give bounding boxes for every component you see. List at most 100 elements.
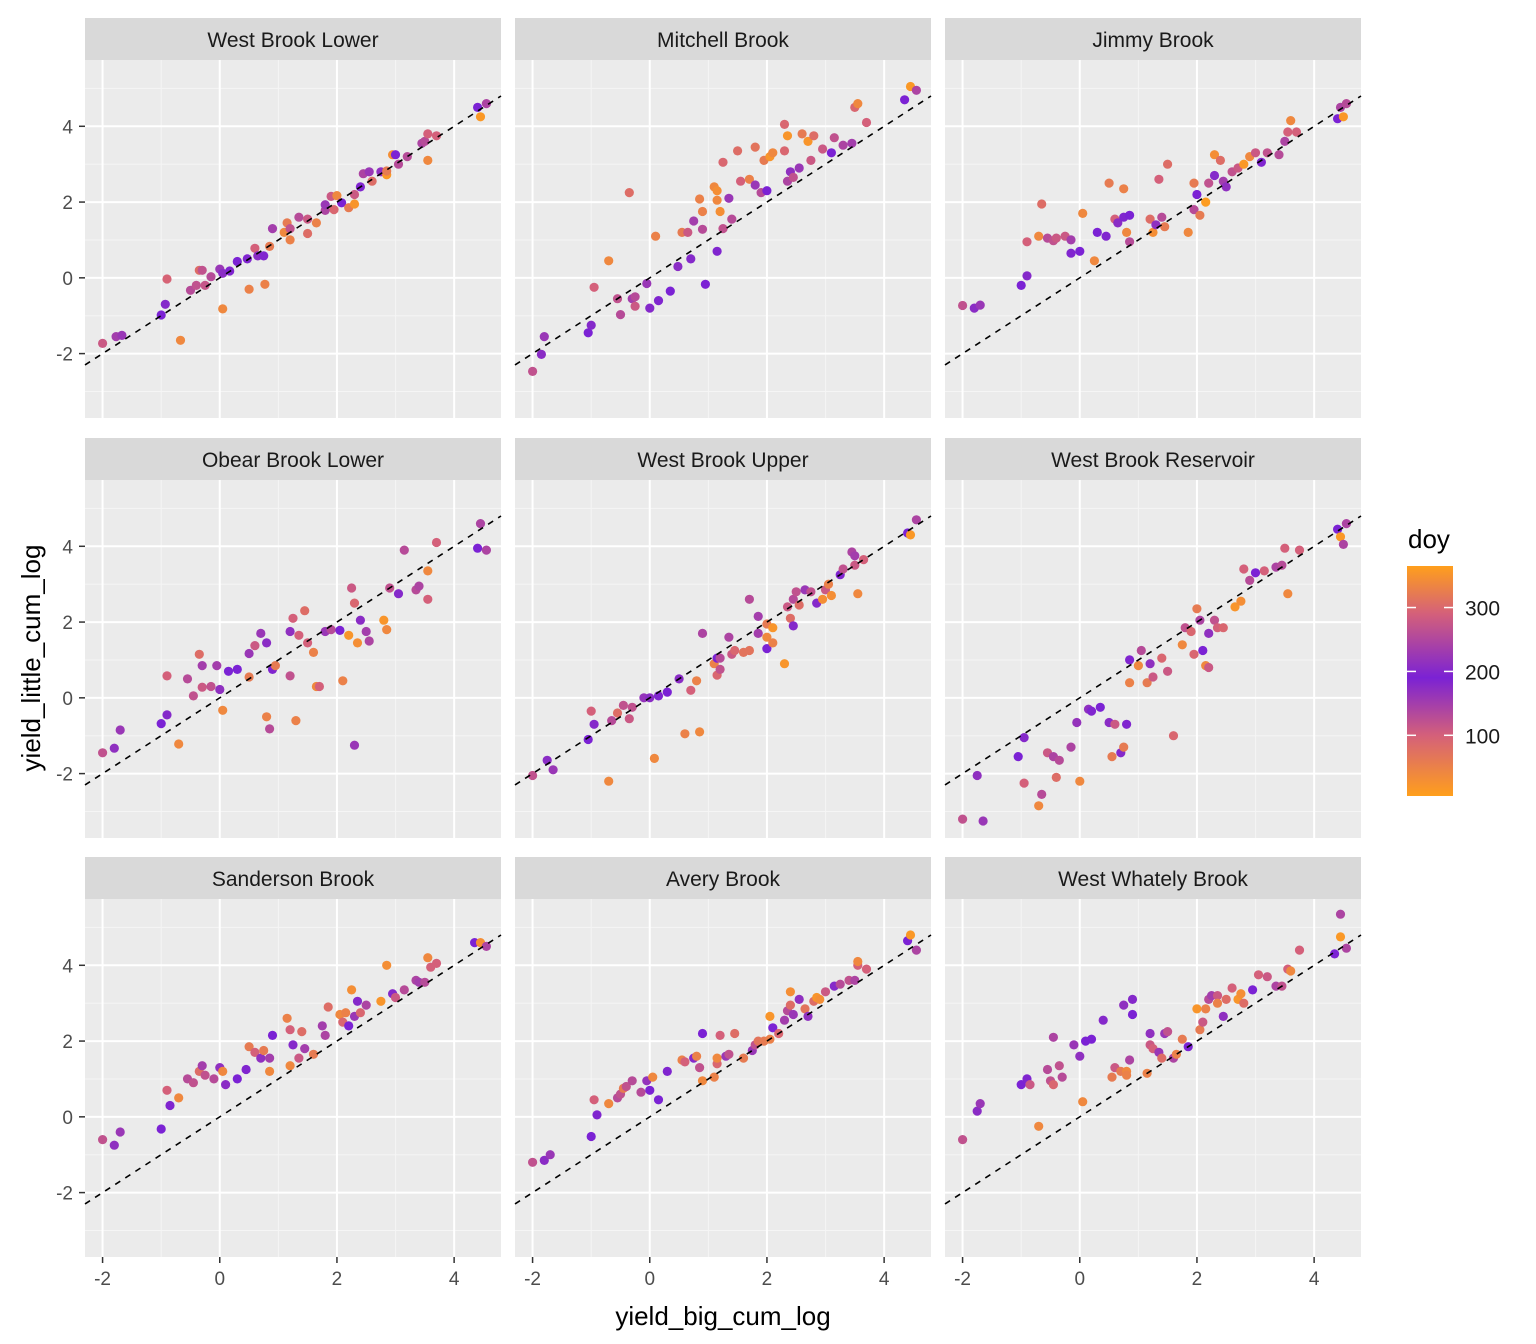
data-point — [1192, 1004, 1202, 1014]
data-point — [320, 1030, 330, 1040]
data-point — [733, 146, 743, 156]
data-point — [250, 243, 260, 253]
data-point — [768, 638, 778, 648]
data-point — [1291, 127, 1302, 137]
data-point — [820, 987, 831, 997]
data-points — [98, 99, 491, 348]
data-point — [1075, 1051, 1085, 1061]
data-point — [697, 1028, 708, 1039]
data-point — [1262, 972, 1272, 982]
legend-ticks: 100 200 300 — [1407, 598, 1500, 748]
data-point — [317, 1021, 327, 1031]
data-point — [160, 299, 170, 309]
data-point — [297, 1027, 307, 1037]
y-tick-label: -2 — [56, 1184, 73, 1205]
data-point — [905, 530, 916, 540]
data-point — [303, 214, 313, 224]
data-point — [1157, 212, 1167, 222]
data-point — [1066, 742, 1076, 752]
data-point — [232, 1074, 242, 1084]
data-point — [788, 172, 798, 182]
data-point — [244, 1042, 254, 1052]
data-point — [1148, 672, 1158, 682]
data-point — [98, 1135, 108, 1145]
data-point — [242, 254, 252, 264]
data-point — [259, 251, 269, 261]
data-point — [978, 816, 988, 826]
data-point — [615, 310, 626, 320]
y-tick-label: 0 — [62, 1108, 73, 1129]
data-point — [782, 131, 793, 141]
data-point — [1075, 776, 1085, 786]
data-point — [361, 626, 371, 637]
x-tick-label: 2 — [762, 1269, 773, 1290]
data-point — [1183, 227, 1193, 237]
data-point — [753, 611, 763, 622]
data-point — [1335, 932, 1346, 942]
data-point — [649, 753, 660, 764]
data-point — [689, 216, 699, 226]
data-point — [1245, 575, 1255, 586]
data-point — [265, 724, 275, 734]
data-point — [972, 770, 982, 781]
data-point — [589, 282, 599, 292]
data-point — [244, 672, 254, 682]
data-point — [344, 1021, 354, 1031]
data-point — [320, 200, 330, 210]
data-point — [423, 566, 433, 576]
data-point — [1025, 1080, 1035, 1090]
data-point — [188, 691, 198, 701]
data-point — [1256, 157, 1266, 167]
identity-reference-line — [514, 95, 932, 366]
y-tick-label: 2 — [62, 613, 73, 634]
data-point — [1250, 568, 1261, 578]
data-point — [768, 1023, 778, 1033]
x-tick-label: 2 — [1192, 1269, 1203, 1290]
data-point — [642, 278, 652, 289]
data-point — [349, 740, 360, 750]
data-points — [98, 938, 491, 1150]
x-tick-label: 0 — [1074, 1269, 1085, 1290]
data-point — [662, 687, 672, 697]
data-point — [1154, 174, 1164, 184]
data-point — [1019, 778, 1029, 788]
data-point — [1127, 994, 1138, 1005]
data-point — [414, 581, 424, 591]
data-point — [1122, 227, 1132, 237]
data-point — [364, 636, 374, 646]
data-point — [197, 1061, 207, 1071]
data-point — [803, 1011, 813, 1022]
data-point — [256, 628, 266, 639]
data-point — [197, 661, 207, 671]
data-point — [303, 638, 313, 648]
x-tick-label: -2 — [524, 1269, 541, 1290]
data-point — [267, 1030, 278, 1040]
data-point — [586, 706, 596, 716]
data-point — [270, 661, 280, 671]
data-point — [850, 975, 860, 986]
data-point — [1019, 733, 1029, 743]
data-point — [806, 155, 816, 165]
data-point — [604, 256, 614, 266]
identity-reference-line — [944, 95, 1362, 366]
identity-reference-line — [84, 515, 502, 786]
data-point — [393, 589, 404, 599]
data-point — [648, 1072, 658, 1082]
data-point — [665, 286, 675, 296]
data-point — [645, 1085, 655, 1095]
data-point — [724, 193, 734, 203]
data-point — [785, 987, 796, 997]
data-points — [528, 930, 922, 1167]
data-point — [1078, 208, 1088, 218]
data-point — [475, 112, 486, 122]
data-point — [1171, 1049, 1181, 1059]
data-point — [782, 602, 793, 612]
data-point — [1341, 99, 1351, 109]
data-point — [1195, 210, 1205, 220]
data-point — [861, 964, 872, 974]
data-point — [1330, 949, 1340, 959]
data-point — [260, 279, 270, 289]
data-point — [200, 280, 210, 290]
data-point — [267, 224, 278, 234]
data-point — [911, 945, 922, 955]
